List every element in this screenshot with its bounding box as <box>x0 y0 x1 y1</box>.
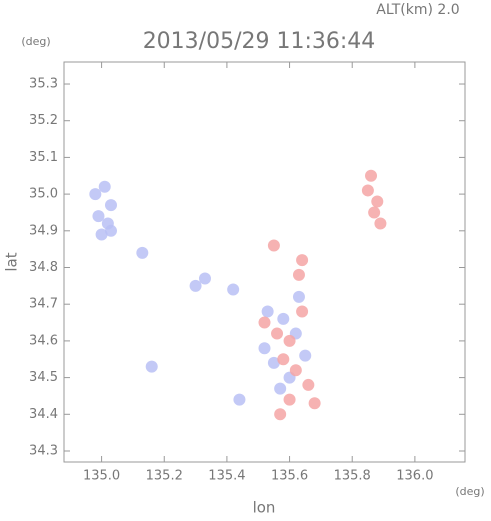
echo-point <box>136 246 149 259</box>
y-tick-label: 34.6 <box>29 333 58 348</box>
x-tick-label: 135.4 <box>208 469 245 484</box>
echo-point <box>296 254 309 267</box>
echo-point <box>361 184 374 197</box>
echo-point <box>274 408 287 421</box>
echo-point <box>274 382 287 395</box>
echo-point <box>368 206 381 219</box>
chart-title: 2013/05/29 11:36:44 <box>143 29 376 54</box>
echo-point <box>277 312 290 325</box>
echo-point <box>104 224 117 237</box>
y-tick-label: 35.1 <box>29 150 58 165</box>
annotation: ALT(km) 2.0 <box>376 2 459 18</box>
echo-point <box>283 334 296 347</box>
echo-point <box>365 169 378 182</box>
echo-point <box>374 217 387 230</box>
x-label: lon <box>253 499 276 517</box>
echo-point <box>292 290 305 303</box>
x-tick-label: 135.2 <box>146 469 183 484</box>
y-tick-label: 34.8 <box>29 260 58 275</box>
y-tick-label: 35.3 <box>29 77 58 92</box>
echo-point <box>98 180 111 193</box>
echo-point <box>267 239 280 252</box>
echo-point <box>227 283 240 296</box>
echo-point <box>233 393 246 406</box>
echo-point <box>92 210 105 223</box>
echo-point <box>277 353 290 366</box>
echo-point <box>145 360 158 373</box>
x-tick-label: 135.8 <box>334 469 371 484</box>
plot-frame <box>63 61 466 463</box>
echo-point <box>258 316 271 329</box>
echo-point <box>261 305 274 318</box>
echo-point <box>289 364 302 377</box>
y-tick-label: 34.7 <box>29 297 58 312</box>
x-unit: (deg) <box>455 485 484 498</box>
y-tick-label: 35.0 <box>29 187 58 202</box>
echo-point <box>308 397 321 410</box>
y-tick-label: 34.9 <box>29 223 58 238</box>
echo-point <box>292 268 305 281</box>
y-unit: (deg) <box>21 35 50 48</box>
echo-point <box>89 188 102 201</box>
echo-point <box>267 356 280 369</box>
y-tick-label: 35.2 <box>29 113 58 128</box>
x-tick-label: 135.6 <box>271 469 308 484</box>
y-tick-label: 34.4 <box>29 407 58 422</box>
echo-point <box>283 393 296 406</box>
echo-point <box>104 199 117 212</box>
y-label: lat <box>3 252 21 271</box>
echo-point <box>198 272 211 285</box>
echo-point <box>258 342 271 355</box>
echo-point <box>299 349 312 362</box>
echo-point <box>95 228 108 241</box>
y-tick-label: 34.3 <box>29 443 58 458</box>
echo-point <box>371 195 384 208</box>
echo-point <box>271 327 284 340</box>
echo-point <box>302 378 315 391</box>
x-tick-label: 135.0 <box>83 469 120 484</box>
y-tick-label: 34.5 <box>29 370 58 385</box>
echo-point <box>189 279 202 292</box>
echo-point <box>296 305 309 318</box>
x-tick-label: 136.0 <box>396 469 433 484</box>
